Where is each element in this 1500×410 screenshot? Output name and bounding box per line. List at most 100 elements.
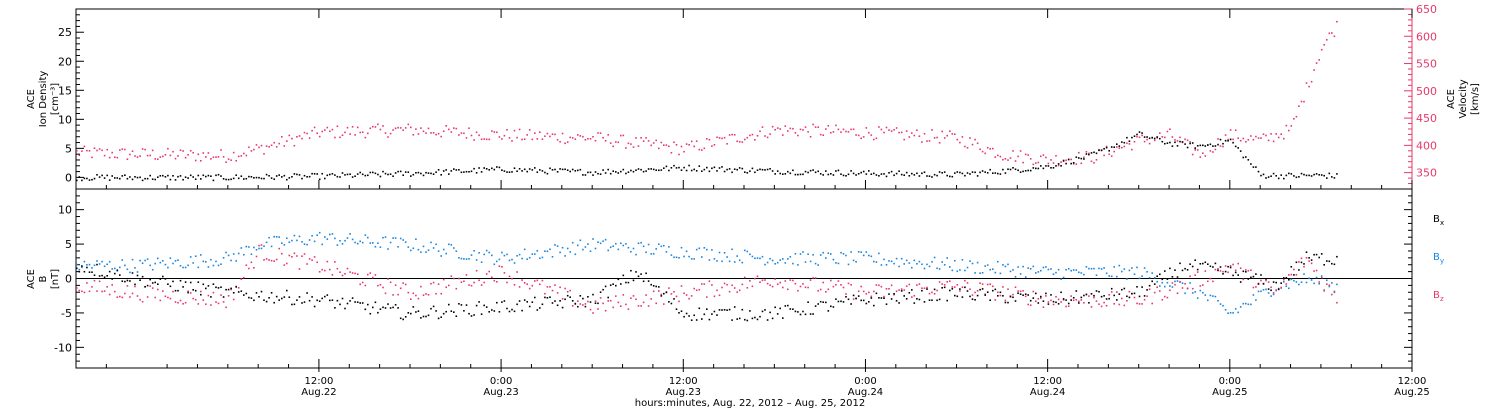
by-point [1032,265,1035,268]
by-point [83,260,86,263]
bz-point [169,297,172,300]
by-point [718,251,721,254]
by-point [270,245,273,248]
by-point [645,251,647,254]
bx-point [1303,263,1305,265]
bz-point [430,282,432,285]
velocity-point [243,152,245,155]
bx-point [129,280,131,282]
bx-point [149,278,151,281]
by-point [685,250,688,253]
density-point [311,172,313,175]
bx-point [1029,299,1032,302]
bz-point [303,253,306,255]
by-point [387,248,389,250]
by-point [468,258,470,260]
by-point [1313,282,1315,285]
velocity-point [1250,135,1252,137]
bx-point [652,285,655,287]
density-point [1148,137,1151,140]
bx-point [402,318,404,321]
bx-point [1161,278,1164,281]
bz-point [1245,269,1247,271]
bx-point [931,299,933,301]
velocity-point [650,144,652,147]
by-point [286,237,288,240]
density-point [103,177,106,179]
density-point [1060,165,1062,167]
by-point [1009,270,1012,273]
by-point [921,263,923,266]
bx-point [351,297,354,299]
by-point [384,236,387,238]
bx-point [483,304,485,307]
bz-point [708,280,711,282]
density-point [1310,175,1313,177]
bx-point [516,303,518,306]
bx-point [194,289,197,292]
by-point [225,251,227,254]
velocity-point [660,141,663,144]
by-point [1078,271,1080,274]
velocity-point [711,145,713,147]
bz-point [1133,296,1136,299]
bx-point [789,308,792,310]
density-point [1222,142,1224,145]
velocity-point [723,136,726,139]
bx-point [905,298,908,300]
velocity-point [769,133,771,135]
top-left-axis-title-line3: [cm⁻³] [50,83,61,115]
velocity-point [311,129,313,132]
bx-point [1252,275,1255,278]
bx-point [480,313,483,315]
bx-point [306,292,308,294]
by-point [506,253,508,256]
by-point [852,259,855,262]
density-point [835,170,837,172]
density-point [1229,138,1232,141]
velocity-point [959,141,961,144]
by-point [202,260,205,263]
velocity-point [506,129,508,131]
bz-point [182,303,184,305]
bz-point [647,305,650,307]
density-point [1212,145,1214,147]
bz-point [1123,304,1126,307]
bx-point [946,299,948,302]
density-point [769,168,771,170]
bz-point [761,279,764,282]
bx-point [232,292,235,294]
velocity-point [625,147,627,149]
by-point [769,257,771,260]
density-point [230,178,232,181]
bz-point [1199,285,1202,287]
bx-point [880,297,883,299]
density-point [316,173,318,175]
bx-point [356,301,359,303]
velocity-point [1275,133,1277,135]
by-point [1217,300,1219,302]
bz-point [905,285,908,287]
density-point [450,170,453,172]
density-point [880,173,883,175]
bz-point [316,261,318,264]
bz-point [141,300,144,303]
by-point [602,240,604,242]
by-point [766,261,769,264]
density-point [607,168,609,171]
velocity-point [103,154,106,157]
bz-point [351,272,354,274]
velocity-point [594,139,597,142]
bz-point [523,282,526,284]
density-point [1103,148,1105,150]
bz-point [1217,268,1219,270]
bz-point [1224,265,1227,267]
velocity-point [1176,140,1179,142]
velocity-point [954,133,956,135]
density-point [222,178,225,180]
by-point [862,254,865,257]
by-point [582,248,584,251]
density-point [688,164,690,167]
density-point [329,173,331,176]
density-point [776,170,779,172]
